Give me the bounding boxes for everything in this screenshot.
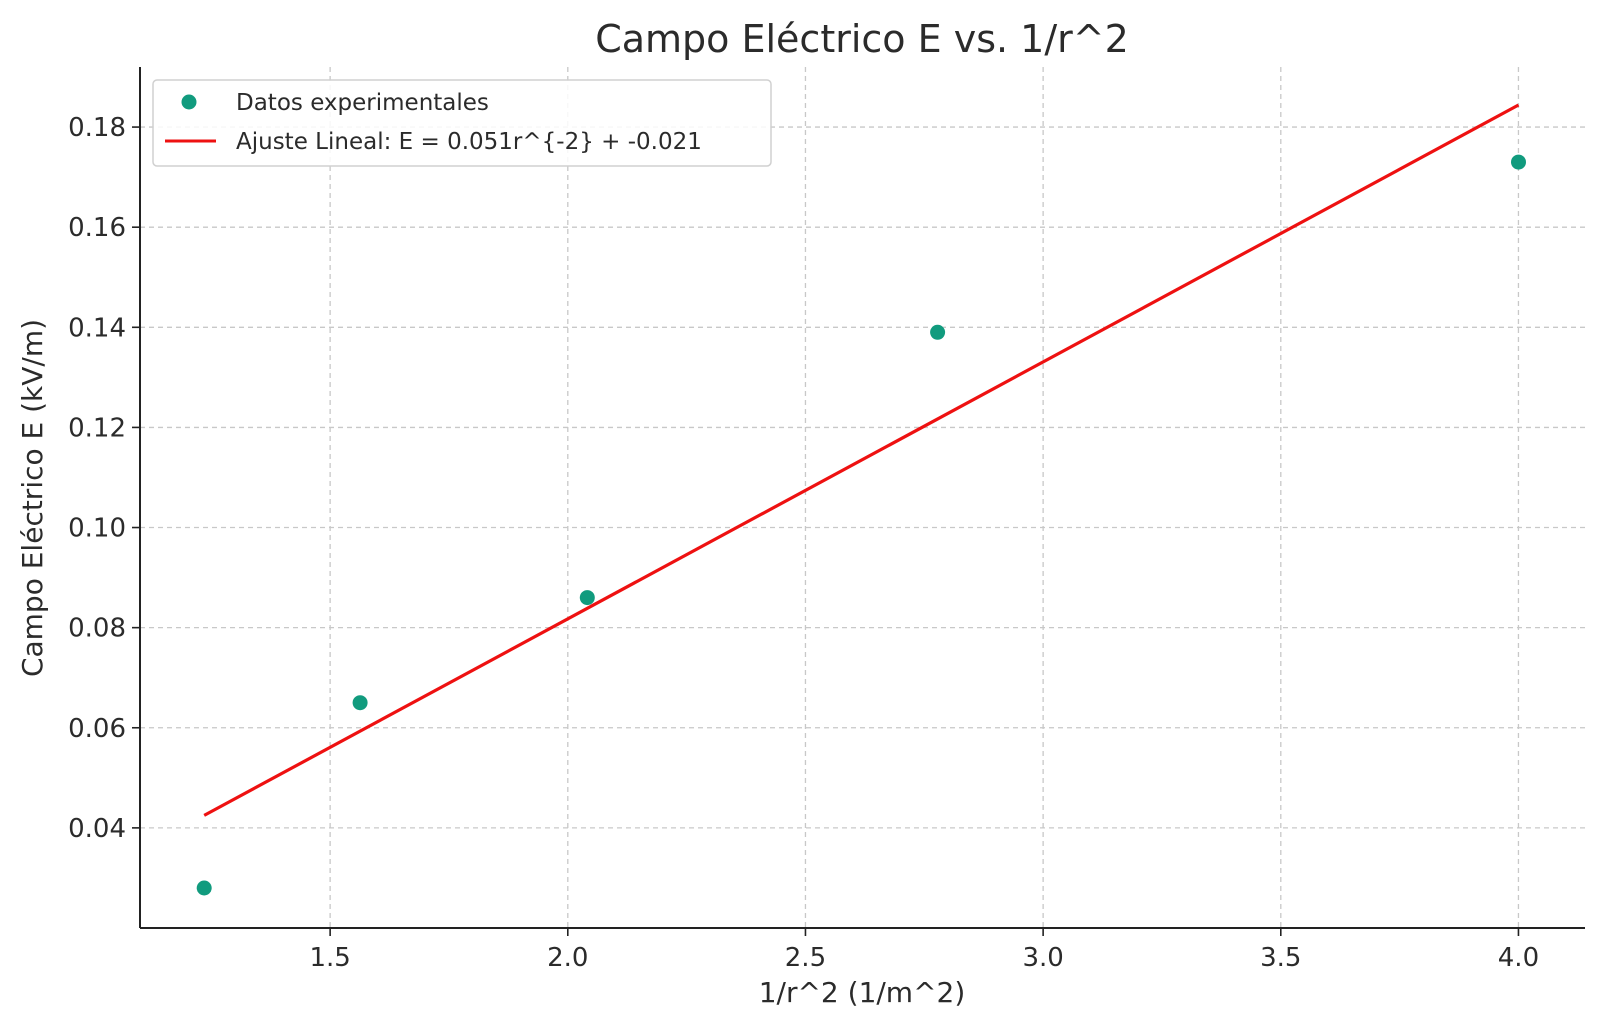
x-tick-label: 3.5	[1260, 943, 1301, 973]
legend-marker-datos-experimentales	[181, 94, 197, 110]
y-axis-label: Campo Eléctrico E (kV/m)	[16, 319, 49, 677]
data-point	[930, 324, 946, 340]
x-tick-label: 1.5	[309, 943, 350, 973]
legend-label-ajuste-lineal: Ajuste Lineal: E = 0.051r^{-2} + -0.021	[236, 129, 702, 155]
x-tick-label: 2.5	[785, 943, 826, 973]
y-tick-label: 0.06	[68, 714, 126, 744]
x-axis-label: 1/r^2 (1/m^2)	[759, 976, 966, 1009]
data-point	[579, 590, 595, 606]
y-tick-label: 0.16	[68, 213, 126, 243]
y-tick-label: 0.08	[68, 614, 126, 644]
data-point	[1511, 154, 1526, 170]
data-point	[196, 880, 212, 896]
data-point	[352, 695, 368, 711]
y-tick-label: 0.04	[68, 814, 126, 844]
fit-line	[203, 103, 1520, 817]
grid-lines	[140, 67, 1585, 928]
x-tick-label: 4.0	[1498, 943, 1539, 973]
axis-ticks: 1.5 2.0 2.5 3.0 3.5 4.0 0.04 0.06 0.08 0.10 0.12 0.…	[68, 113, 1539, 973]
legend: Datos experimentales Ajuste Lineal: E = …	[152, 79, 772, 167]
chart-title: Campo Eléctrico E vs. 1/r^2	[595, 17, 1129, 61]
legend-label-datos-experimentales: Datos experimentales	[236, 90, 489, 116]
plot-area	[196, 103, 1526, 896]
y-tick-label: 0.18	[68, 113, 126, 143]
x-tick-label: 2.0	[547, 943, 588, 973]
x-tick-label: 3.0	[1022, 943, 1063, 973]
y-tick-label: 0.14	[68, 313, 126, 343]
y-tick-label: 0.10	[68, 514, 126, 544]
y-tick-label: 0.12	[68, 413, 126, 443]
legend-box	[152, 79, 772, 167]
